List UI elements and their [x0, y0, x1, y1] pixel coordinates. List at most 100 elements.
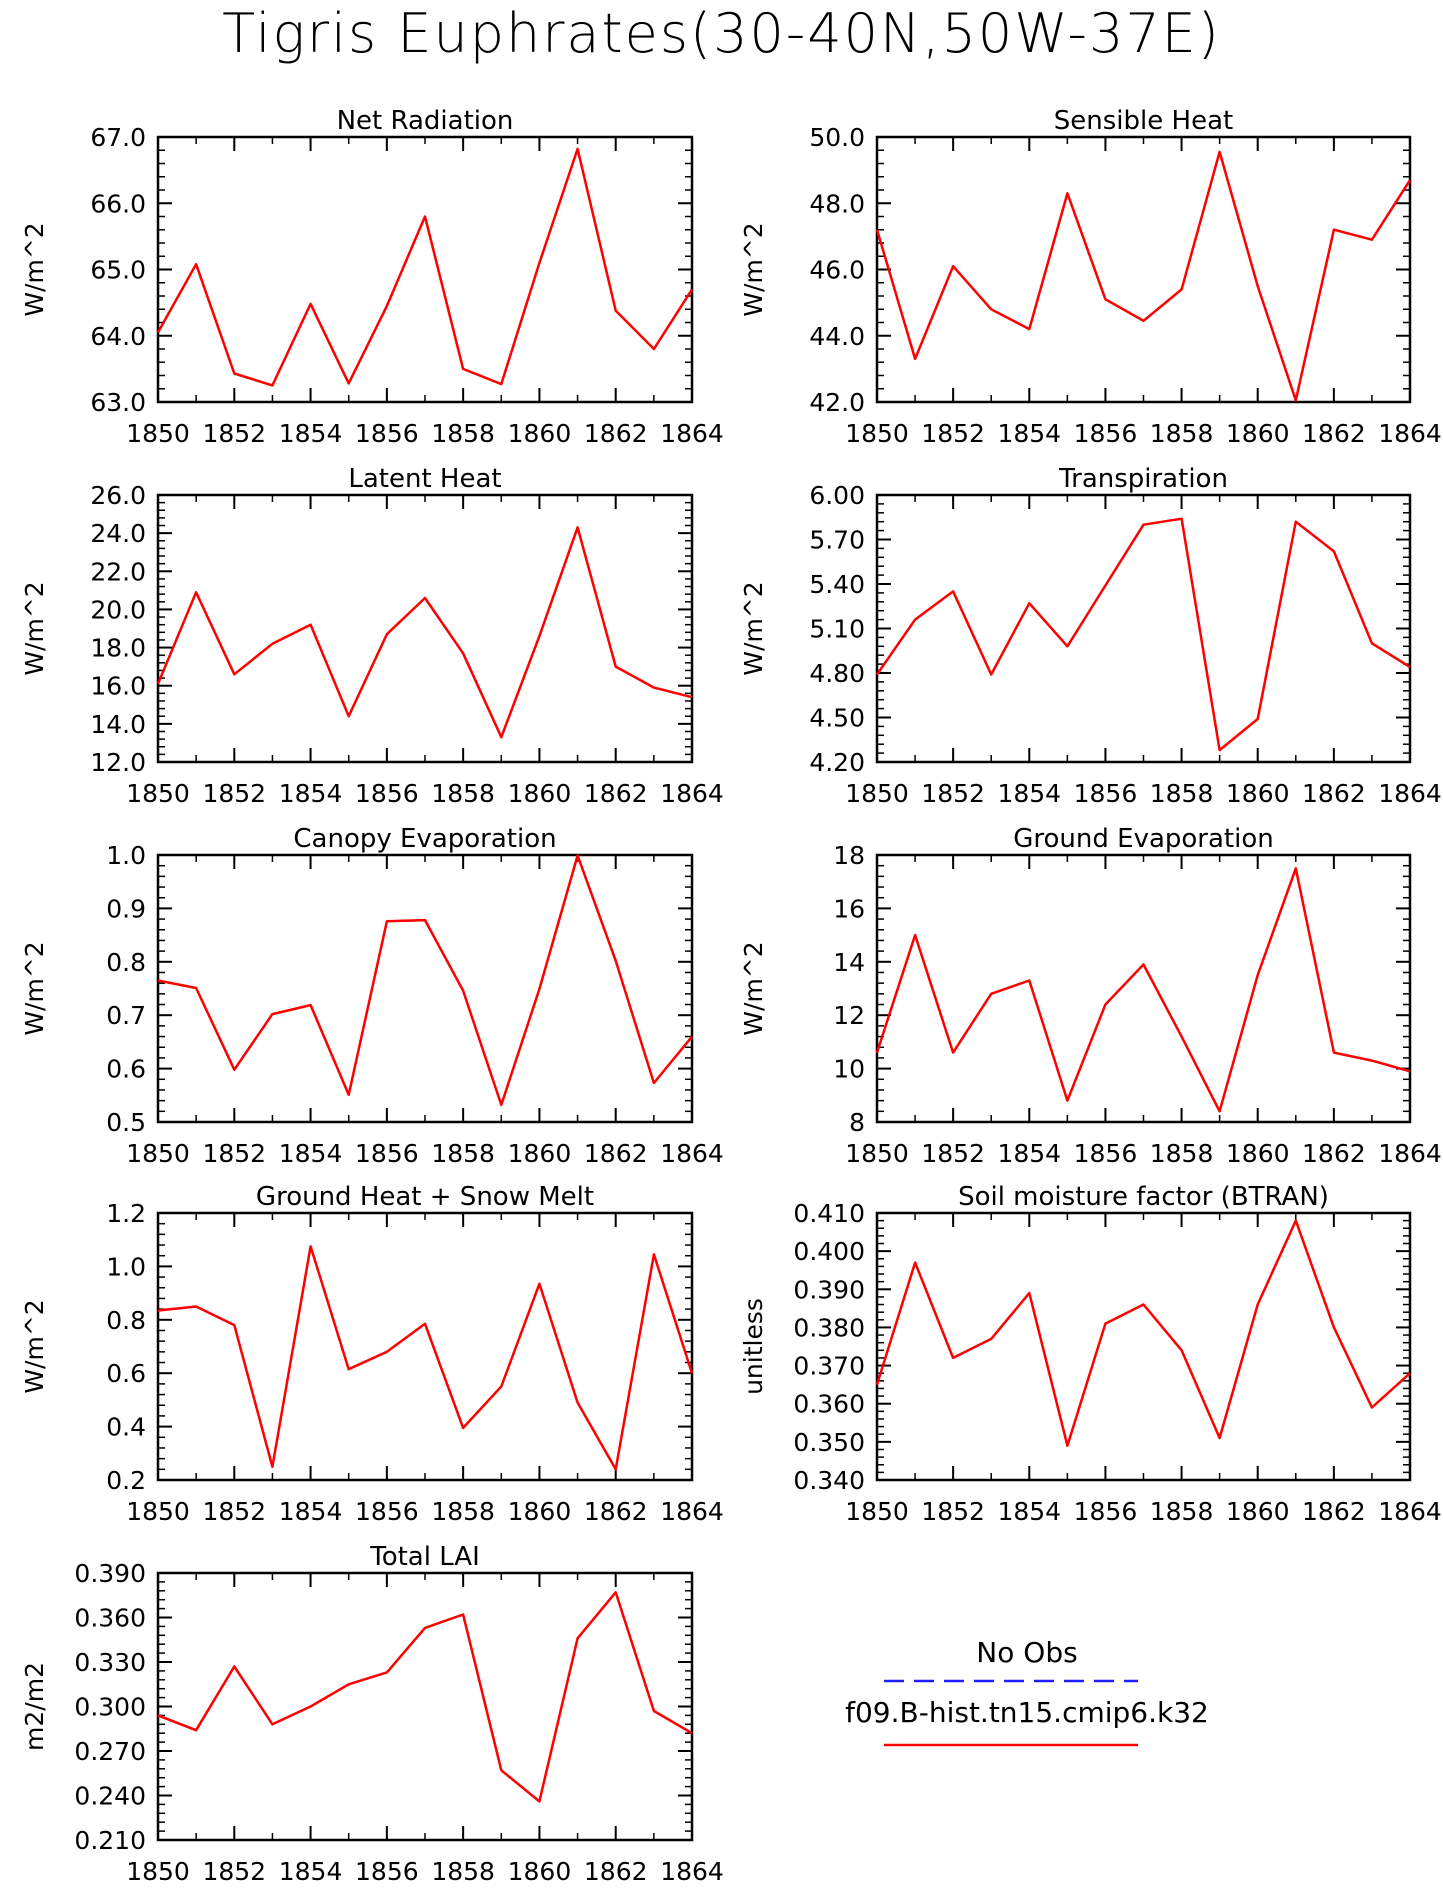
y-tick-label: 0.8	[106, 948, 146, 977]
x-tick-label: 1860	[508, 1139, 572, 1168]
x-tick-label: 1852	[202, 1497, 266, 1526]
series-line	[157, 1591, 693, 1803]
x-tick-label: 1856	[1074, 779, 1138, 808]
x-tick-label: 1852	[921, 779, 985, 808]
x-tick-label: 1860	[1226, 1497, 1290, 1526]
y-axis-label: W/m^2	[739, 222, 768, 316]
x-tick-label: 1852	[921, 419, 985, 448]
y-tick-label: 26.0	[90, 481, 146, 510]
y-tick-label: 0.380	[793, 1313, 865, 1342]
x-tick-label: 1864	[1378, 779, 1442, 808]
x-tick-label: 1862	[584, 1139, 648, 1168]
y-tick-label: 50.0	[809, 123, 865, 152]
y-axis-label: W/m^2	[20, 222, 49, 316]
x-tick-label: 1850	[845, 419, 909, 448]
y-tick-label: 12	[833, 1001, 865, 1030]
x-tick-label: 1850	[126, 779, 190, 808]
x-tick-label: 1850	[845, 1497, 909, 1526]
series-line	[875, 150, 1412, 402]
y-axis-label: W/m^2	[739, 581, 768, 675]
series-line	[875, 517, 1411, 752]
series-line	[875, 1219, 1411, 1447]
x-tick-label: 1850	[126, 1139, 190, 1168]
x-tick-label: 1852	[202, 1857, 266, 1886]
chart-panel: 1850 1852 1854 1856 1858 1860 1862 1864 63.0 64.0…	[20, 106, 724, 448]
x-tick-label: 1860	[1226, 419, 1290, 448]
y-tick-label: 5.70	[809, 526, 865, 555]
x-tick-label: 1862	[1302, 779, 1366, 808]
x-tick-label: 1858	[431, 419, 495, 448]
chart-panel: 1850 1852 1854 1856 1858 1860 1862 1864 0.340 0.3…	[739, 1182, 1442, 1526]
x-tick-label: 1858	[1150, 779, 1214, 808]
x-tick-label: 1864	[1378, 419, 1442, 448]
y-tick-label: 0.360	[793, 1390, 865, 1419]
y-tick-label: 12.0	[90, 748, 146, 777]
x-tick-label: 1860	[508, 1857, 572, 1886]
y-tick-label: 0.360	[74, 1604, 146, 1633]
legend-obs-label: No Obs	[976, 1636, 1077, 1669]
x-tick-label: 1854	[279, 1857, 343, 1886]
y-tick-label: 0.4	[106, 1413, 146, 1442]
x-tick-label: 1856	[1074, 1139, 1138, 1168]
y-tick-label: 4.50	[809, 704, 865, 733]
x-tick-label: 1852	[202, 779, 266, 808]
panel-title: Latent Heat	[348, 464, 501, 494]
plot-frame	[156, 135, 694, 404]
plot-frame	[875, 1211, 1412, 1482]
x-tick-label: 1862	[584, 779, 648, 808]
x-tick-label: 1864	[660, 419, 724, 448]
x-tick-label: 1854	[997, 1497, 1061, 1526]
y-tick-label: 0.2	[106, 1466, 146, 1495]
x-tick-label: 1862	[584, 1857, 648, 1886]
x-tick-label: 1864	[1378, 1139, 1442, 1168]
x-tick-label: 1854	[997, 1139, 1061, 1168]
y-tick-label: 0.330	[74, 1648, 146, 1677]
series-line	[156, 147, 694, 387]
y-tick-label: 0.7	[106, 1001, 146, 1030]
x-tick-label: 1860	[508, 779, 572, 808]
y-tick-label: 0.400	[793, 1237, 865, 1266]
chart-panel: 1850 1852 1854 1856 1858 1860 1862 1864 0.210 0.2…	[20, 1542, 724, 1886]
y-tick-label: 64.0	[90, 322, 146, 351]
y-tick-label: 0.390	[793, 1275, 865, 1304]
y-axis-label: m2/m2	[20, 1662, 49, 1751]
x-tick-label: 1864	[1378, 1497, 1442, 1526]
series-line	[157, 1245, 694, 1471]
y-tick-label: 16.0	[90, 672, 146, 701]
x-tick-label: 1858	[1150, 1139, 1214, 1168]
series-line	[875, 867, 1411, 1113]
x-tick-label: 1858	[431, 1139, 495, 1168]
y-tick-label: 67.0	[90, 123, 146, 152]
y-tick-label: 5.10	[809, 615, 865, 644]
y-tick-label: 63.0	[90, 388, 146, 417]
y-axis-label: W/m^2	[20, 1299, 49, 1393]
x-tick-label: 1852	[202, 419, 266, 448]
y-tick-label: 8	[849, 1108, 865, 1137]
y-tick-label: 0.350	[793, 1428, 865, 1457]
panel-title: Total LAI	[369, 1542, 480, 1572]
x-tick-label: 1854	[279, 419, 343, 448]
panel-title: Canopy Evaporation	[293, 824, 556, 854]
y-tick-label: 18.0	[90, 634, 146, 663]
chart-panel: 1850 1852 1854 1856 1858 1860 1862 1864 0.2 0.4 0.…	[20, 1182, 724, 1526]
y-tick-label: 42.0	[809, 388, 865, 417]
x-tick-label: 1858	[431, 1857, 495, 1886]
x-tick-label: 1852	[921, 1139, 985, 1168]
chart-panel: 1850 1852 1854 1856 1858 1860 1862 1864 0.5 0.6 0.…	[20, 824, 724, 1168]
x-tick-label: 1864	[660, 1139, 724, 1168]
chart-panel: 1850 1852 1854 1856 1858 1860 1862 1864 12.0 14.0…	[20, 464, 724, 808]
y-tick-label: 0.340	[793, 1466, 865, 1495]
y-tick-label: 0.5	[106, 1108, 146, 1137]
y-tick-label: 0.410	[793, 1199, 865, 1228]
panel-title: Ground Heat + Snow Melt	[256, 1182, 594, 1212]
x-tick-label: 1858	[1150, 419, 1214, 448]
x-tick-label: 1860	[1226, 779, 1290, 808]
y-tick-label: 20.0	[90, 595, 146, 624]
x-tick-label: 1856	[355, 779, 419, 808]
chart-panel: 1850 1852 1854 1856 1858 1860 1862 1864 8 10 12 14 1…	[739, 824, 1442, 1168]
x-tick-label: 1854	[997, 419, 1061, 448]
y-tick-label: 0.300	[74, 1693, 146, 1722]
x-tick-label: 1856	[355, 1497, 419, 1526]
y-tick-label: 14.0	[90, 710, 146, 739]
